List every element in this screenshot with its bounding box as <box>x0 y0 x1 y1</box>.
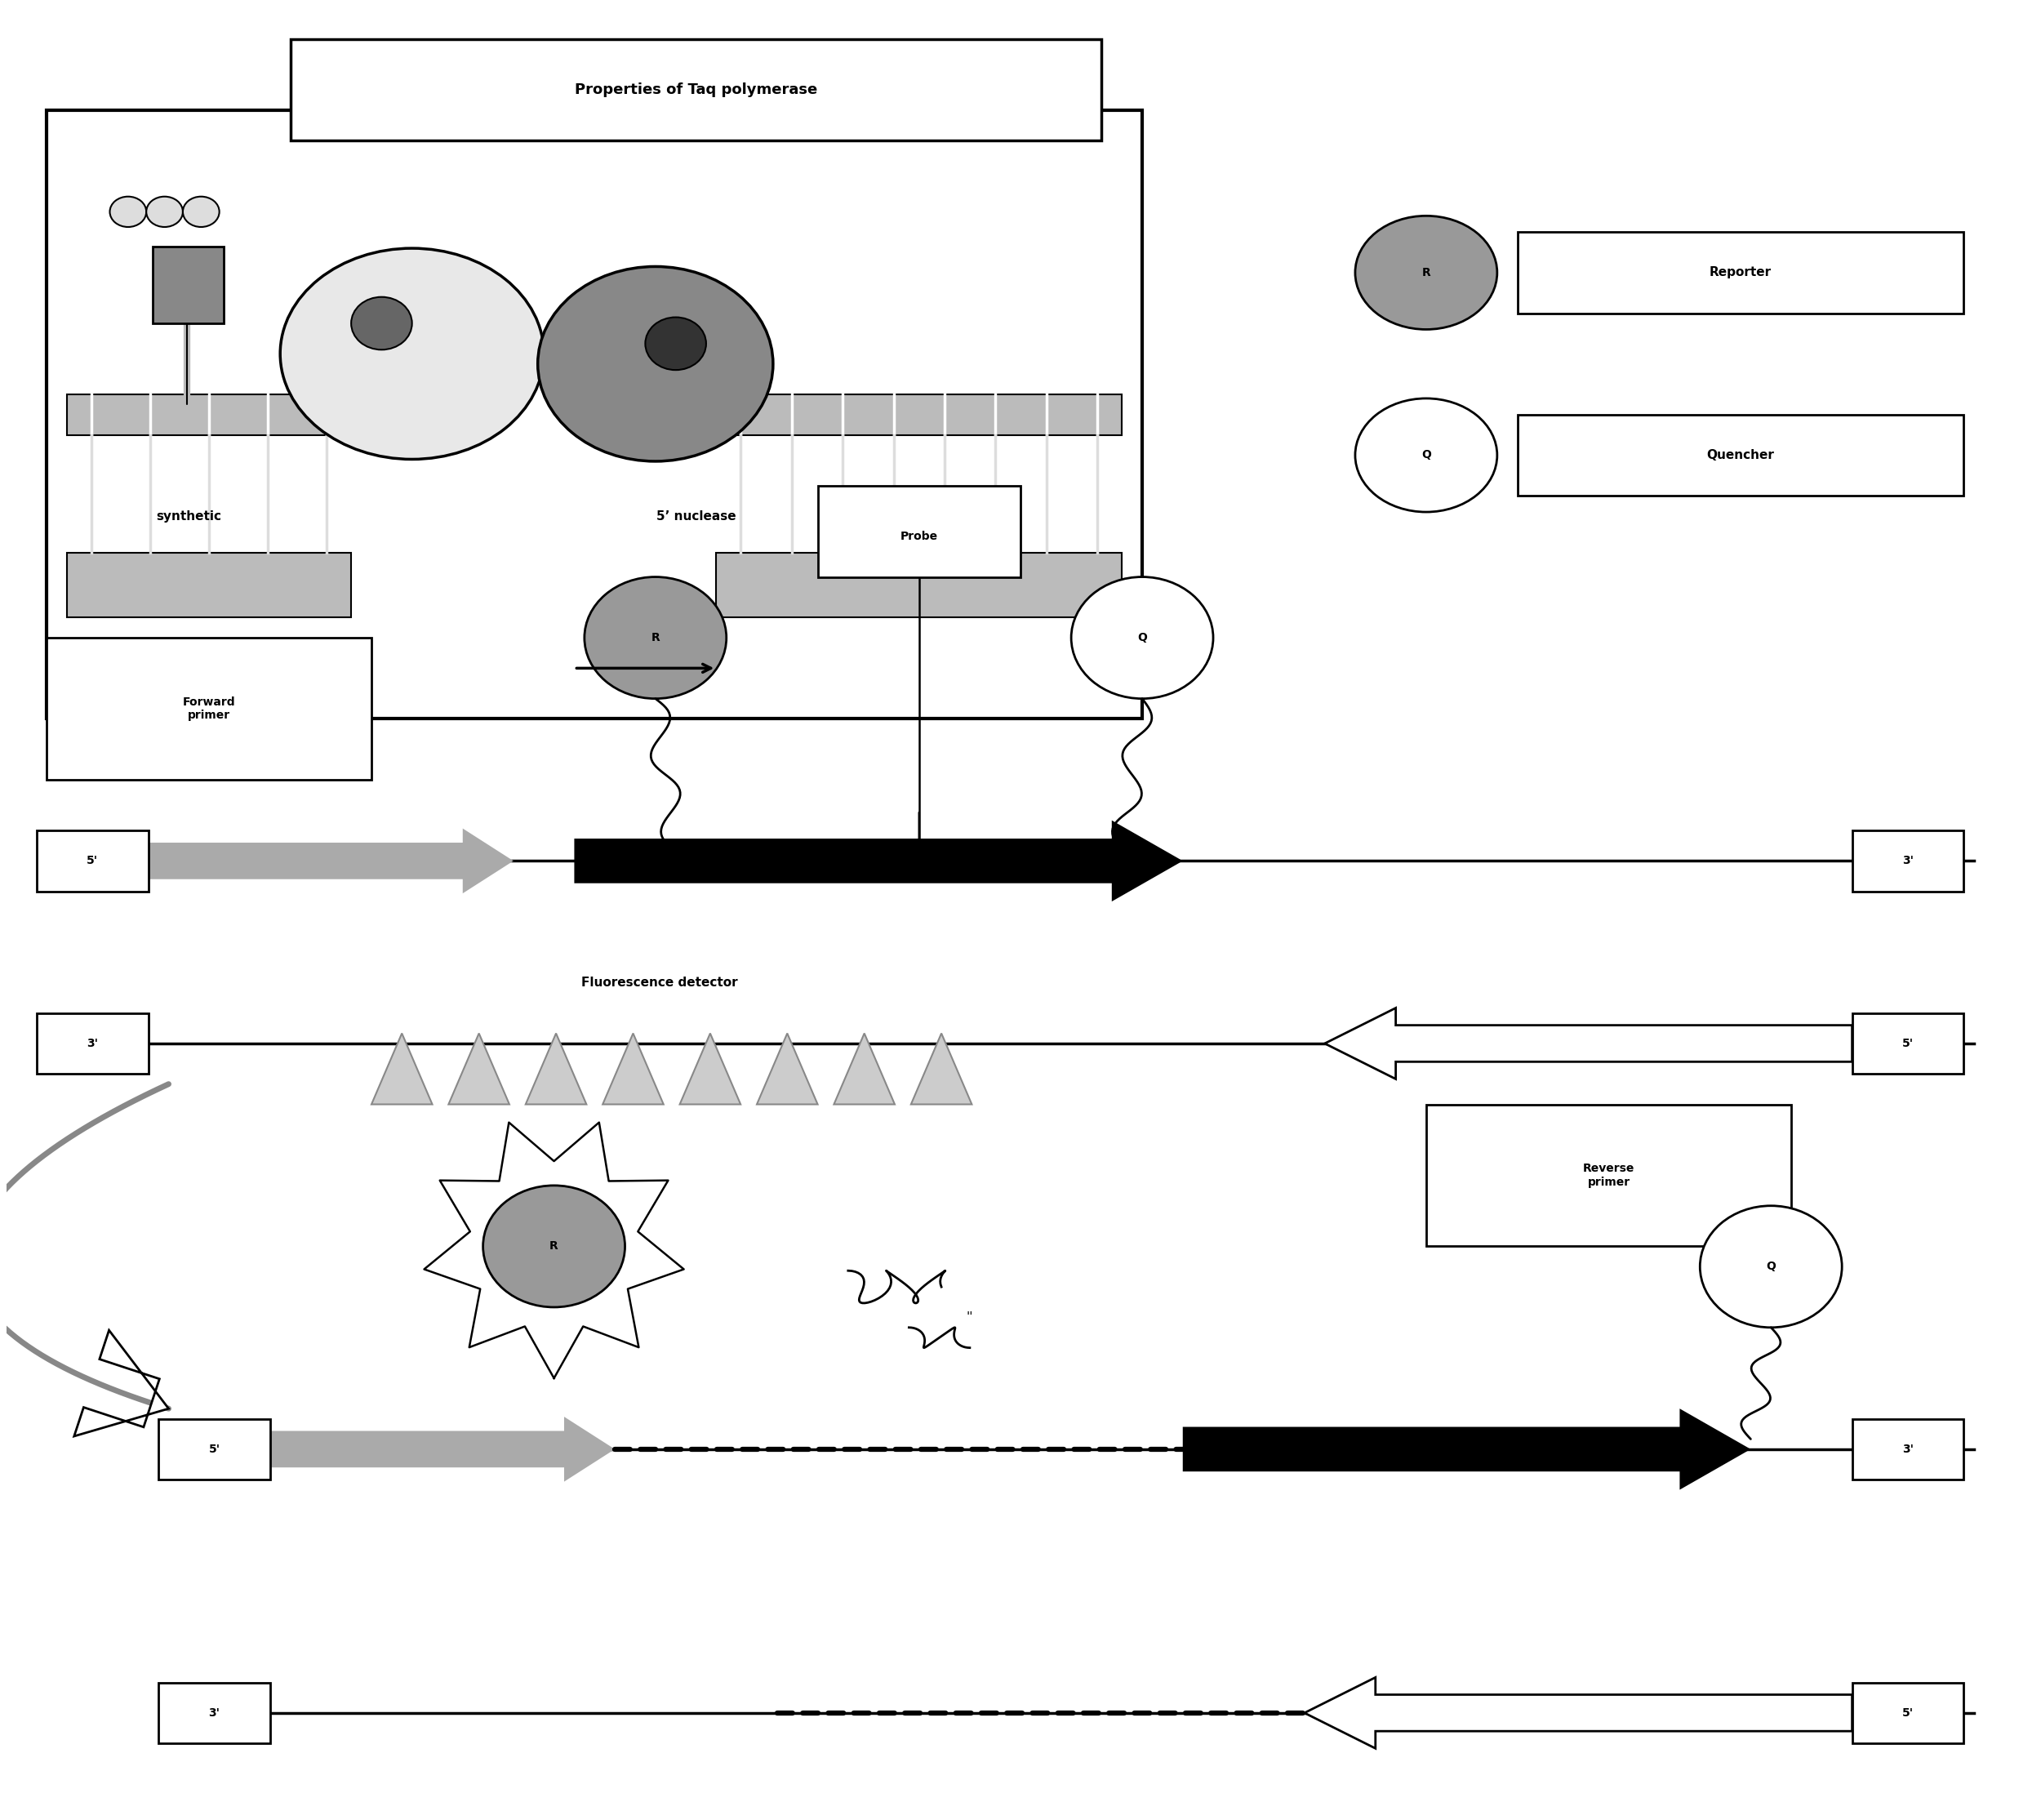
Text: 5': 5' <box>1902 1707 1914 1718</box>
Text: 3': 3' <box>1902 855 1914 866</box>
FancyArrow shape <box>574 821 1184 901</box>
Text: Forward
primer: Forward primer <box>184 697 235 721</box>
FancyArrow shape <box>73 1330 169 1436</box>
Text: Fluorescence detector: Fluorescence detector <box>582 977 737 988</box>
FancyArrow shape <box>149 828 514 894</box>
Text: Q: Q <box>1421 450 1431 460</box>
Text: '': '' <box>965 1310 974 1323</box>
FancyBboxPatch shape <box>1851 1014 1963 1074</box>
Text: R: R <box>651 632 659 644</box>
FancyBboxPatch shape <box>37 830 149 892</box>
Text: R: R <box>549 1241 559 1252</box>
Polygon shape <box>527 1034 586 1105</box>
Ellipse shape <box>645 317 706 369</box>
Ellipse shape <box>1355 399 1498 511</box>
Text: 3': 3' <box>88 1037 98 1048</box>
FancyBboxPatch shape <box>1851 1420 1963 1480</box>
Polygon shape <box>835 1034 894 1105</box>
FancyBboxPatch shape <box>290 40 1102 140</box>
Ellipse shape <box>147 197 184 228</box>
FancyBboxPatch shape <box>1851 1682 1963 1744</box>
Polygon shape <box>602 1034 663 1105</box>
Text: synthetic: synthetic <box>157 510 222 522</box>
FancyBboxPatch shape <box>716 553 1123 617</box>
Ellipse shape <box>351 297 412 349</box>
Text: 5’ nuclease: 5’ nuclease <box>655 510 737 522</box>
Polygon shape <box>680 1034 741 1105</box>
Ellipse shape <box>1700 1207 1841 1327</box>
Polygon shape <box>371 1034 433 1105</box>
FancyArrow shape <box>1304 1678 1851 1749</box>
FancyBboxPatch shape <box>1851 830 1963 892</box>
Text: Probe: Probe <box>900 531 939 542</box>
Ellipse shape <box>280 248 543 459</box>
Text: R: R <box>1423 268 1431 278</box>
FancyBboxPatch shape <box>67 395 351 435</box>
Text: 3': 3' <box>208 1707 220 1718</box>
FancyBboxPatch shape <box>716 395 1123 435</box>
Text: Reporter: Reporter <box>1710 266 1772 278</box>
FancyArrow shape <box>1325 1008 1851 1079</box>
Text: 5': 5' <box>208 1443 220 1454</box>
FancyBboxPatch shape <box>159 1682 269 1744</box>
Polygon shape <box>910 1034 972 1105</box>
Ellipse shape <box>584 577 727 699</box>
FancyBboxPatch shape <box>153 246 222 324</box>
Polygon shape <box>449 1034 510 1105</box>
Ellipse shape <box>1355 217 1498 329</box>
FancyBboxPatch shape <box>1427 1105 1792 1247</box>
Text: 5': 5' <box>1902 1037 1914 1048</box>
FancyBboxPatch shape <box>818 486 1020 577</box>
FancyArrow shape <box>249 1416 614 1481</box>
Ellipse shape <box>484 1185 625 1307</box>
Polygon shape <box>425 1123 684 1378</box>
FancyBboxPatch shape <box>159 1420 269 1480</box>
FancyBboxPatch shape <box>47 111 1143 719</box>
Text: Q: Q <box>1137 632 1147 644</box>
FancyBboxPatch shape <box>1516 233 1963 313</box>
Ellipse shape <box>537 266 774 460</box>
Ellipse shape <box>110 197 147 228</box>
Ellipse shape <box>1072 577 1212 699</box>
FancyArrow shape <box>1184 1409 1751 1491</box>
Text: 3': 3' <box>1902 1443 1914 1454</box>
FancyBboxPatch shape <box>67 553 351 617</box>
Polygon shape <box>757 1034 818 1105</box>
Text: Reverse
primer: Reverse primer <box>1584 1163 1635 1188</box>
Text: 5': 5' <box>88 855 98 866</box>
FancyBboxPatch shape <box>47 637 371 779</box>
FancyBboxPatch shape <box>37 1014 149 1074</box>
FancyBboxPatch shape <box>1516 415 1963 495</box>
Ellipse shape <box>184 197 218 228</box>
Text: Properties of Taq polymerase: Properties of Taq polymerase <box>576 82 816 98</box>
Text: Q: Q <box>1765 1261 1776 1272</box>
Text: Quencher: Quencher <box>1706 450 1774 460</box>
